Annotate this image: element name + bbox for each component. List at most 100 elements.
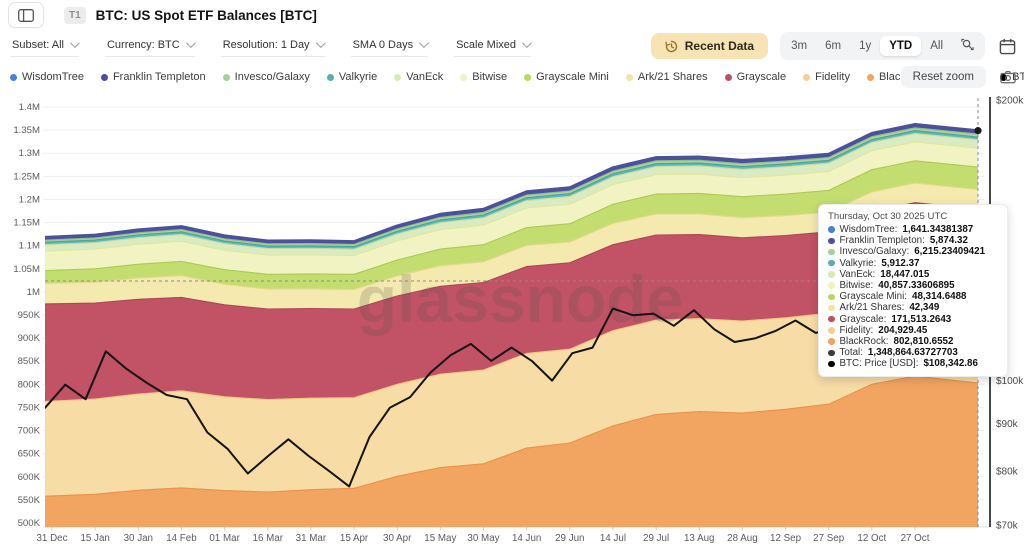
y-left-tick: 750K [18, 402, 41, 413]
tooltip-label: BlackRock: [839, 336, 889, 348]
range-button-6m[interactable]: 6m [825, 40, 842, 52]
tab-badge[interactable]: T1 [64, 6, 86, 24]
y-left-tick: 950K [18, 310, 41, 321]
y-left-tick: 1.2M [19, 194, 40, 205]
y-right-tick: $80k [996, 466, 1019, 477]
tooltip-dot [828, 304, 835, 312]
legend-item-vaneck[interactable]: VanEck [394, 71, 443, 83]
y-left-tick: 900K [18, 333, 41, 344]
tooltip-value: 5,912.37 [881, 257, 920, 269]
recent-data-button[interactable]: Recent Data [650, 33, 769, 59]
camera-icon [1000, 70, 1016, 84]
tooltip-dot [828, 259, 835, 267]
watermark: glassnode [357, 262, 683, 336]
calendar-button[interactable] [997, 36, 1018, 57]
tooltip-dot [828, 327, 835, 334]
legend-label: Invesco/Galaxy [234, 71, 310, 83]
legend-dot [460, 73, 468, 81]
x-tick: 14 Feb [166, 533, 197, 544]
x-tick: 15 May [424, 533, 456, 544]
band-edge-blackrock [45, 375, 978, 497]
range-button-1y[interactable]: 1y [859, 40, 872, 52]
legend-dot [524, 73, 532, 81]
x-tick: 28 Aug [727, 533, 758, 544]
legend-item-grayscale[interactable]: Grayscale [724, 71, 786, 83]
y-left-tick: 650K [18, 449, 41, 460]
tooltip-label: Fidelity: [839, 324, 874, 336]
tooltip-dot [828, 293, 835, 301]
x-tick: 13 Aug [684, 533, 715, 544]
legend-dot [724, 73, 732, 81]
legend-dot [394, 73, 402, 81]
y-left-tick: 700K [18, 426, 41, 437]
legend-item-btc-price-usd[interactable]: BTC: Price [USD] [1000, 71, 1024, 83]
legend-item-grayscale-mini[interactable]: Grayscale Mini [524, 71, 609, 83]
legend-right-actions: Reset zoom [900, 66, 1018, 88]
reset-zoom-button[interactable]: Reset zoom [900, 66, 986, 88]
legend-dot [1000, 73, 1008, 81]
legend-label: Ark/21 Shares [637, 71, 708, 83]
legend-item-valkyrie[interactable]: Valkyrie [326, 71, 377, 83]
range-search-icon[interactable] [952, 34, 983, 58]
recent-data-label: Recent Data [684, 39, 755, 53]
tooltip-value: $108,342.86 [923, 358, 978, 370]
dropdown-resolution[interactable]: Resolution: 1 Day [220, 36, 326, 57]
tooltip-label: Bitwise: [839, 280, 874, 292]
toolbar: Subset: All Currency: BTC Resolution: 1 Da… [0, 32, 1024, 60]
tooltip-value: 5,874.32 [929, 235, 968, 247]
legend-dot [803, 73, 811, 81]
dropdown-label: Resolution: 1 Day [222, 38, 310, 51]
tooltip-value: 171,513.2643 [891, 313, 952, 325]
x-tick: 14 Jun [512, 533, 541, 544]
dropdown-subset[interactable]: Subset: All [10, 36, 80, 57]
x-tick: 30 Jan [124, 533, 153, 544]
x-tick: 15 Jan [80, 533, 109, 544]
legend-item-wisdomtree[interactable]: WisdomTree [10, 71, 84, 83]
dropdown-scale[interactable]: Scale Mixed [454, 36, 532, 57]
dropdown-sma[interactable]: SMA 0 Days [350, 36, 429, 57]
chart-tooltip: Thursday, Oct 30 2025 UTC WisdomTree: 1,… [818, 204, 1008, 377]
legend-label: Franklin Templeton [112, 71, 206, 83]
y-left-tick: 1.35M [13, 125, 40, 136]
range-button-3m[interactable]: 3m [791, 40, 808, 52]
legend-item-bitwise[interactable]: Bitwise [460, 71, 507, 83]
tooltip-value: 6,215.23409421 [914, 246, 986, 258]
legend-dot [625, 73, 633, 81]
legend-item-invesco-galaxy[interactable]: Invesco/Galaxy [222, 71, 310, 83]
legend-label: VanEck [406, 71, 444, 83]
panel-toggle-icon [18, 8, 34, 22]
history-icon [665, 40, 677, 52]
x-tick: 30 Apr [383, 533, 412, 544]
y-left-tick: 1.1M [19, 241, 40, 252]
y-right-tick: $200k [996, 96, 1024, 107]
x-tick: 14 Jul [600, 533, 626, 544]
tooltip-dot [828, 237, 835, 245]
x-tick: 29 Jul [643, 533, 669, 544]
tooltip-row-btc-price-usd: BTC: Price [USD]: $108,342.86 [828, 358, 998, 369]
tooltip-dot [828, 349, 835, 357]
band-edge-vaneck [45, 132, 978, 250]
tooltip-value: 48,314.6488 [912, 291, 967, 303]
tooltip-label: BTC: Price [USD]: [839, 358, 919, 370]
x-tick: 16 Mar [253, 533, 284, 544]
panel-toggle-button[interactable] [8, 2, 44, 28]
dropdown-group: Subset: All Currency: BTC Resolution: 1 Da… [0, 36, 532, 57]
tooltip-dot [828, 248, 835, 256]
dropdown-label: Scale Mixed [456, 38, 517, 51]
legend-item-fidelity[interactable]: Fidelity [803, 71, 850, 83]
band-edge-bitwise [45, 141, 978, 257]
range-button-ytd[interactable]: YTD [880, 36, 922, 56]
legend-item-ark-21-shares[interactable]: Ark/21 Shares [625, 71, 708, 83]
screenshot-button[interactable] [998, 68, 1018, 86]
range-button-all[interactable]: All [930, 40, 943, 52]
y-right-tick: $70k [996, 521, 1019, 532]
y-left-tick: 1.05M [13, 264, 40, 275]
dropdown-currency[interactable]: Currency: BTC [104, 36, 196, 57]
legend-item-franklin-templeton[interactable]: Franklin Templeton [100, 71, 206, 83]
x-axis: 31 Dec 15 Jan 30 Jan 14 Feb 01 Mar 16 Mar 31 M… [36, 527, 930, 544]
tooltip-value: 1,641.34381387 [902, 224, 974, 235]
band-blackrock [45, 376, 978, 527]
x-tick: 27 Oct [901, 533, 930, 544]
y-left-tick: 1.4M [19, 102, 40, 113]
